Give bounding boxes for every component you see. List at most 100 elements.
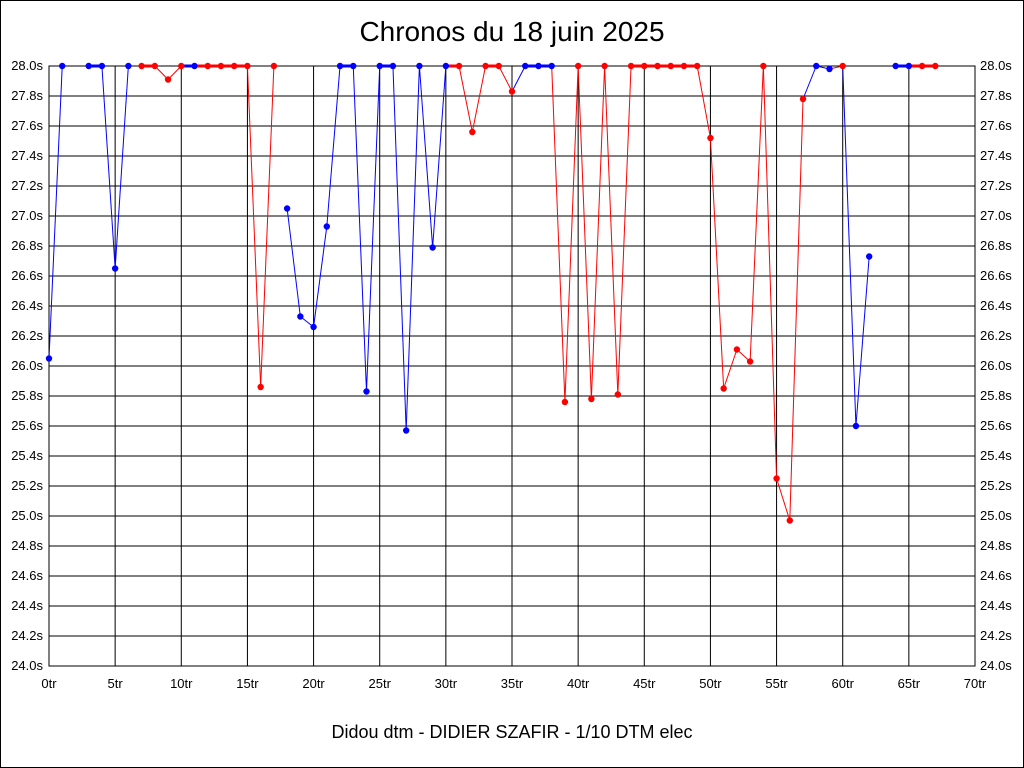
y-tick-label-left: 24.4s	[11, 598, 43, 613]
series-segment	[352, 65, 367, 392]
data-point	[826, 65, 833, 73]
data-point	[138, 62, 145, 70]
x-tick-label: 0tr	[41, 676, 57, 691]
y-tick-label-left: 26.8s	[11, 238, 43, 253]
data-point	[522, 62, 529, 70]
data-point	[813, 62, 820, 70]
y-tick-label-right: 24.6s	[980, 568, 1012, 583]
series-segment	[590, 65, 606, 400]
data-point	[402, 427, 410, 434]
series-segment	[842, 65, 857, 427]
data-point	[217, 62, 225, 70]
data-point	[283, 205, 291, 212]
y-tick-label-left: 26.2s	[11, 328, 43, 343]
data-point	[707, 134, 714, 142]
data-point	[627, 62, 635, 70]
y-tick-label-left: 27.8s	[11, 88, 43, 103]
series-segment	[511, 65, 526, 92]
x-tick-label: 10tr	[170, 676, 193, 691]
data-point	[641, 62, 648, 70]
series-segment	[405, 65, 420, 431]
data-point	[429, 244, 436, 251]
series-segment	[577, 65, 592, 400]
y-tick-label-left: 24.0s	[11, 658, 43, 673]
series-segment	[604, 65, 619, 395]
data-point	[297, 313, 304, 320]
series-segment	[418, 65, 434, 248]
data-point	[508, 88, 516, 95]
data-point	[918, 62, 926, 70]
x-tick-label: 35tr	[501, 676, 524, 691]
data-point	[244, 62, 251, 70]
x-tick-label: 65tr	[898, 676, 921, 691]
data-point	[746, 358, 754, 365]
data-point	[178, 62, 185, 70]
data-point	[59, 62, 66, 70]
data-point	[482, 62, 489, 70]
y-tick-label-left: 26.4s	[11, 298, 43, 313]
data-point	[720, 385, 727, 392]
y-tick-label-left: 25.4s	[11, 448, 43, 463]
data-point	[469, 128, 476, 136]
data-point	[892, 62, 899, 70]
y-tick-label-right: 27.8s	[980, 88, 1012, 103]
series-segment	[564, 65, 579, 403]
series-segment	[776, 478, 791, 521]
series-segment	[551, 65, 566, 403]
data-point	[495, 62, 502, 70]
data-point	[363, 388, 370, 395]
x-tick-label: 55tr	[765, 676, 788, 691]
data-point-layer	[45, 62, 939, 524]
data-point	[125, 62, 132, 70]
series-segment	[709, 137, 725, 389]
y-tick-label-left: 27.2s	[11, 178, 43, 193]
data-point	[574, 62, 582, 70]
data-point	[694, 62, 701, 70]
series-segment	[471, 65, 487, 133]
data-point	[839, 62, 846, 70]
y-tick-label-left: 28.0s	[11, 58, 43, 73]
data-point	[270, 62, 278, 70]
data-point	[323, 223, 330, 230]
data-point	[164, 76, 172, 83]
series-segment	[617, 65, 632, 395]
x-tick-label: 40tr	[567, 676, 590, 691]
y-tick-label-right: 24.2s	[980, 628, 1012, 643]
data-point	[442, 62, 450, 70]
data-point	[654, 62, 661, 70]
y-tick-label-right: 25.6s	[980, 418, 1012, 433]
data-point	[614, 391, 622, 398]
data-point	[865, 253, 873, 260]
series-segment	[114, 65, 129, 269]
y-tick-label-left: 25.0s	[11, 508, 43, 523]
series-segment	[326, 65, 341, 227]
series-segment	[365, 65, 381, 392]
data-point	[336, 62, 344, 70]
y-tick-label-left: 27.4s	[11, 148, 43, 163]
data-point	[111, 265, 119, 272]
y-tick-label-right: 27.2s	[980, 178, 1012, 193]
series-segment	[855, 256, 870, 427]
data-point	[905, 62, 913, 70]
y-tick-label-right: 25.2s	[980, 478, 1012, 493]
series-segment	[286, 208, 301, 317]
y-tick-label-left: 27.6s	[11, 118, 43, 133]
x-tick-label: 70tr	[964, 676, 987, 691]
data-point	[416, 62, 423, 70]
data-point	[932, 62, 939, 70]
data-point	[733, 346, 741, 353]
grid-layer	[48, 65, 976, 667]
y-tick-label-left: 27.0s	[11, 208, 43, 223]
series-segment	[458, 65, 473, 133]
data-point	[231, 62, 238, 70]
x-tick-label: 45tr	[633, 676, 656, 691]
x-tick-label: 25tr	[369, 676, 392, 691]
y-tick-label-right: 24.0s	[980, 658, 1012, 673]
x-tick-label: 30tr	[435, 676, 458, 691]
y-tick-label-right: 27.4s	[980, 148, 1012, 163]
series-segment	[498, 65, 513, 92]
chart-xlabel: Didou dtm - DIDIER SZAFIR - 1/10 DTM ele…	[331, 722, 693, 742]
series-segment	[762, 65, 778, 479]
data-point	[376, 62, 383, 70]
series-segment	[749, 65, 764, 362]
